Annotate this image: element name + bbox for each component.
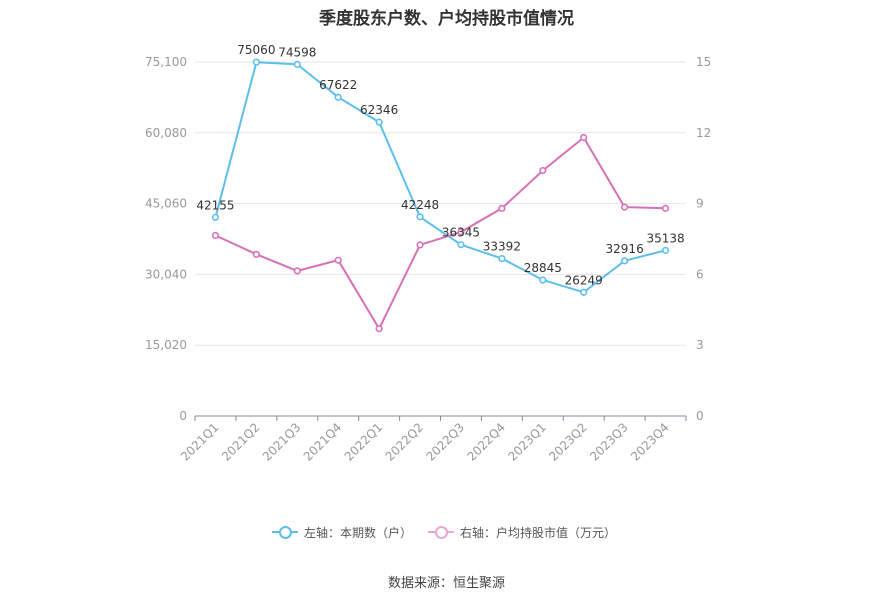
data-point-right [416, 241, 424, 249]
data-point-left [580, 288, 588, 296]
data-point-right [293, 267, 301, 275]
x-tick-label: 2021Q3 [260, 420, 304, 464]
x-axis-ticks: 2021Q12021Q22021Q32021Q42022Q12022Q22022… [178, 416, 687, 464]
data-point-left [661, 246, 670, 254]
data-label: 75060 [237, 43, 275, 57]
data-point-left [498, 254, 506, 263]
right-tick-label: 0 [696, 409, 704, 423]
data-point-left [334, 93, 342, 101]
data-source: 数据来源：恒生聚源 [387, 576, 505, 591]
data-point-left [252, 58, 260, 66]
data-point-left [293, 60, 301, 68]
data-point-left [457, 241, 465, 249]
data-point-right [252, 250, 260, 258]
x-tick-label: 2021Q4 [301, 420, 345, 464]
data-point-right [661, 204, 670, 212]
data-label: 36345 [442, 226, 480, 240]
data-label: 42248 [401, 198, 439, 212]
x-tick-label: 2021Q1 [178, 420, 222, 464]
x-tick-label: 2022Q2 [383, 420, 427, 464]
data-point-left [621, 257, 629, 265]
legend-label-right: 右轴：户均持股市值（万元） [460, 525, 617, 540]
right-axis-ticks: 0 3 6 9 12 15 [696, 55, 711, 423]
legend-item-right-series[interactable]: 右轴：户均持股市值（万元） [428, 522, 616, 542]
data-point-left [211, 213, 220, 221]
x-tick-label: 2021Q2 [219, 420, 263, 464]
left-tick-label: 15,020 [145, 338, 187, 352]
grid-lines [195, 61, 686, 346]
data-point-left [375, 118, 383, 126]
data-label: 32916 [606, 242, 644, 256]
data-label: 74598 [278, 45, 316, 59]
data-point-right [621, 203, 629, 211]
legend-item-left-series[interactable]: 左轴：本期数（户） [272, 522, 412, 542]
legend-label-left: 左轴：本期数（户） [304, 525, 413, 540]
x-tick-label: 2022Q1 [342, 420, 386, 464]
data-point-right [457, 228, 465, 236]
series-line-left [214, 61, 666, 294]
x-tick-label: 2023Q4 [628, 420, 672, 464]
data-point-left [416, 213, 424, 221]
data-point-left [539, 276, 547, 284]
right-tick-label: 3 [696, 338, 704, 352]
chart-title: 季度股东户数、户均持股市值情况 [319, 9, 574, 29]
legend-swatch-left-icon [272, 525, 298, 539]
data-label: 26249 [565, 273, 603, 287]
x-tick-label: 2022Q3 [424, 420, 468, 464]
data-label: 42155 [196, 198, 234, 212]
data-label: 62346 [360, 103, 398, 117]
left-axis-ticks: 0 15,020 30,040 45,060 60,080 75,100 [145, 55, 187, 423]
data-point-right [211, 231, 220, 240]
left-tick-label: 30,040 [145, 267, 187, 281]
x-tick-label: 2023Q2 [546, 420, 590, 464]
series-points [211, 58, 670, 333]
data-point-right [334, 256, 342, 264]
right-tick-label: 6 [696, 267, 704, 281]
right-tick-label: 15 [696, 55, 711, 69]
data-label: 28845 [524, 261, 562, 275]
legend-swatch-right-icon [428, 525, 454, 539]
left-tick-label: 60,080 [145, 126, 187, 140]
data-point-right [539, 166, 547, 175]
data-point-right [498, 204, 506, 212]
data-label: 67622 [319, 78, 357, 92]
left-tick-label: 0 [179, 409, 187, 423]
left-tick-label: 75,100 [145, 55, 187, 69]
data-point-right [375, 325, 383, 333]
right-tick-label: 9 [696, 197, 704, 211]
data-label: 33392 [483, 240, 521, 254]
series-lines [214, 61, 666, 331]
x-tick-label: 2023Q3 [587, 420, 631, 464]
right-tick-label: 12 [696, 126, 711, 140]
data-label: 35138 [646, 231, 684, 245]
series-line-right [215, 135, 666, 331]
data-point-right [580, 133, 588, 142]
x-tick-label: 2022Q4 [464, 420, 508, 464]
left-tick-label: 45,060 [145, 197, 187, 211]
x-tick-label: 2023Q1 [505, 420, 549, 464]
